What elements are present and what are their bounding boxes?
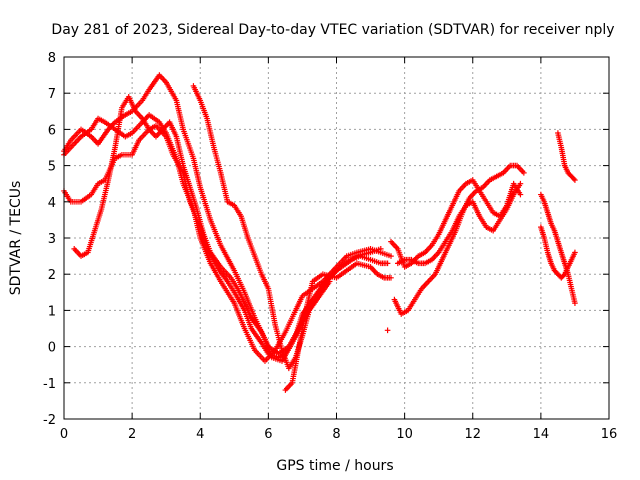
grid — [64, 57, 609, 419]
data-point — [571, 176, 577, 182]
data-point — [388, 275, 394, 281]
data-point — [384, 327, 391, 334]
y-tick-label: 4 — [48, 196, 56, 211]
x-axis-label: GPS time / hours — [276, 458, 393, 474]
x-tick-label: 4 — [196, 427, 204, 442]
data-point — [572, 300, 578, 306]
data-point — [377, 246, 384, 252]
y-axis-label: SDTVAR / TECUs — [8, 181, 24, 296]
y-tick-label: 5 — [48, 160, 56, 175]
y-tick-label: 6 — [48, 123, 56, 138]
x-tick-label: 14 — [533, 427, 550, 442]
y-tick-label: 0 — [48, 341, 56, 356]
data-point — [384, 260, 391, 267]
data-point — [517, 180, 524, 187]
data-points — [61, 72, 578, 393]
y-tick-label: 3 — [48, 232, 56, 247]
data-point — [521, 170, 527, 176]
x-tick-label: 8 — [332, 427, 340, 442]
x-tick-label: 0 — [60, 427, 68, 442]
y-tick-label: 1 — [48, 304, 56, 319]
data-point — [572, 249, 578, 256]
x-tick-label: 16 — [601, 427, 618, 442]
chart-title: Day 281 of 2023, Sidereal Day-to-day VTE… — [51, 22, 614, 38]
x-tick-label: 6 — [264, 427, 272, 442]
plot-frame — [63, 56, 610, 420]
y-tick-label: 7 — [48, 87, 56, 102]
x-tick-label: 2 — [128, 427, 136, 442]
y-tick-label: 8 — [48, 51, 56, 66]
data-point — [388, 253, 394, 259]
data-point — [517, 191, 524, 198]
data-point — [560, 272, 567, 279]
y-tick-label: -2 — [43, 413, 56, 428]
y-tick-label: -1 — [43, 377, 56, 392]
x-tick-label: 12 — [464, 427, 481, 442]
y-tick-label: 2 — [48, 268, 56, 283]
x-tick-label: 10 — [396, 427, 413, 442]
data-point — [572, 177, 578, 183]
